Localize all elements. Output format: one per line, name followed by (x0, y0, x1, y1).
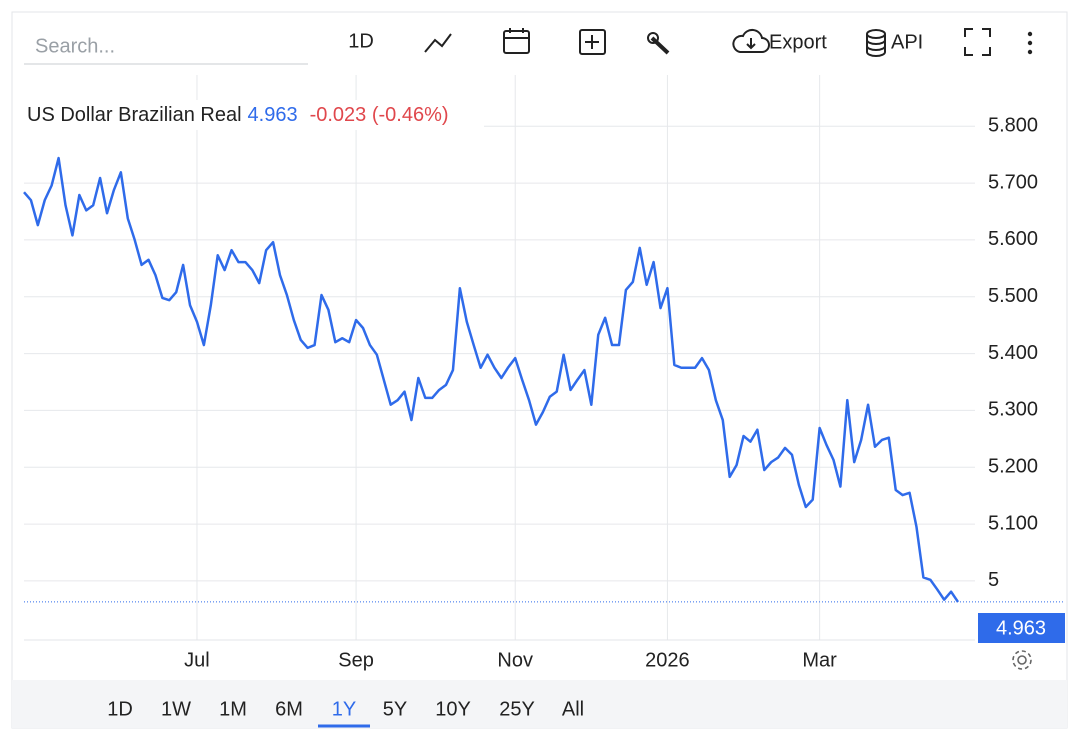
calendar-icon[interactable] (503, 28, 530, 54)
x-tick-label: Mar (802, 649, 837, 671)
y-tick-label: 5.100 (988, 512, 1038, 534)
range-button[interactable]: 10Y (435, 698, 471, 720)
tools-icon[interactable] (647, 32, 670, 55)
settings-icon[interactable] (1012, 650, 1032, 670)
fullscreen-icon[interactable] (964, 28, 991, 56)
search-input[interactable]: Search... (35, 35, 115, 57)
range-button[interactable]: 1W (161, 698, 191, 720)
range-bar (12, 680, 1067, 728)
export-button[interactable]: Export (769, 31, 827, 53)
add-icon[interactable] (579, 29, 606, 55)
chart-header: US Dollar Brazilian Real 4.963 -0.023 (-0.… (27, 104, 449, 126)
range-button[interactable]: 6M (275, 698, 303, 720)
y-tick-label: 5.800 (988, 115, 1038, 137)
api-icon[interactable] (866, 29, 886, 57)
y-tick-label: 5.700 (988, 171, 1038, 193)
frame (11, 11, 1068, 729)
range-button[interactable]: 1Y (332, 698, 356, 720)
last-value-badge-label: 4.963 (996, 617, 1046, 639)
y-tick-label: 5.600 (988, 228, 1038, 250)
x-tick-label: Jul (184, 649, 210, 671)
y-tick-label: 5.500 (988, 285, 1038, 307)
more-icon[interactable] (1027, 31, 1033, 55)
x-tick-label: 2026 (645, 649, 690, 671)
y-tick-label: 5.400 (988, 342, 1038, 364)
range-button[interactable]: 1D (107, 698, 133, 720)
interval-button[interactable]: 1D (348, 30, 374, 52)
price-line (23, 156, 960, 603)
last-value-badge (978, 613, 1065, 643)
range-button[interactable]: 25Y (499, 698, 535, 720)
header-bg (22, 100, 484, 130)
range-button[interactable]: 5Y (383, 698, 407, 720)
y-tick-label: 5.200 (988, 456, 1038, 478)
chart-type-icon[interactable] (424, 33, 452, 53)
x-tick-label: Sep (338, 649, 374, 671)
y-tick-label: 5.300 (988, 399, 1038, 421)
range-button[interactable]: 1M (219, 698, 247, 720)
y-tick-label: 5 (988, 569, 999, 591)
api-button[interactable]: API (891, 31, 923, 53)
last-value: 4.963 (248, 104, 298, 126)
change: -0.023 (-0.46%) (310, 104, 449, 126)
instrument-name: US Dollar Brazilian Real (27, 104, 242, 126)
export-icon[interactable] (732, 28, 770, 53)
x-tick-label: Nov (497, 649, 533, 671)
range-button[interactable]: All (562, 698, 584, 720)
